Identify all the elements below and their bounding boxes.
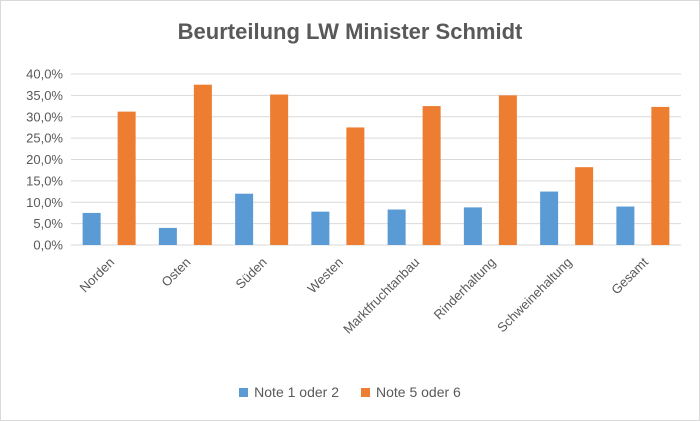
- bar-series-1: [82, 212, 101, 245]
- y-tick-label: 25,0%: [26, 131, 63, 146]
- bar-series-1: [387, 209, 406, 245]
- bar-series-2: [270, 94, 289, 246]
- y-tick-label: 15,0%: [26, 173, 63, 188]
- x-tick-label: Schweinehaltung: [494, 255, 575, 336]
- legend-swatch-series-2: [361, 387, 370, 397]
- x-tick-label: Marktfruchtanbau: [340, 255, 422, 337]
- legend-label-series-1: Note 1 oder 2: [254, 384, 339, 400]
- legend-item-series-2: Note 5 oder 6: [361, 382, 461, 402]
- bar-series-1: [616, 206, 635, 245]
- bar-series-2: [575, 167, 594, 245]
- bar-series-2: [498, 95, 517, 245]
- y-tick-label: 5,0%: [33, 216, 63, 231]
- y-tick-label: 35,0%: [26, 88, 63, 103]
- bar-series-1: [311, 211, 330, 245]
- x-tick-label: Gesamt: [608, 254, 651, 297]
- chart-title: Beurteilung LW Minister Schmidt: [177, 19, 523, 44]
- bar-series-1: [540, 191, 559, 245]
- bar-series-1: [158, 227, 177, 245]
- x-tick-label: Rinderhaltung: [431, 255, 499, 323]
- x-tick-label: Osten: [158, 255, 193, 290]
- x-tick-label: Süden: [233, 255, 270, 292]
- x-tick-label: Westen: [304, 255, 346, 297]
- x-tick-label: Norden: [76, 255, 117, 296]
- legend-item-series-1: Note 1 oder 2: [239, 382, 339, 402]
- y-tick-label: 10,0%: [26, 195, 63, 210]
- y-tick-label: 30,0%: [26, 109, 63, 124]
- bar-series-2: [346, 127, 365, 245]
- bar-series-1: [463, 207, 482, 245]
- bar-series-2: [117, 111, 136, 246]
- bar-series-2: [193, 84, 212, 245]
- y-tick-label: 0,0%: [33, 238, 63, 253]
- y-tick-label: 20,0%: [26, 152, 63, 167]
- legend-label-series-2: Note 5 oder 6: [376, 384, 461, 400]
- y-tick-label: 40,0%: [26, 67, 63, 82]
- legend: Note 1 oder 2 Note 5 oder 6: [1, 382, 699, 402]
- bar-series-2: [651, 106, 670, 245]
- bar-series-2: [422, 106, 441, 245]
- legend-swatch-series-1: [239, 387, 249, 397]
- bar-series-1: [235, 193, 254, 245]
